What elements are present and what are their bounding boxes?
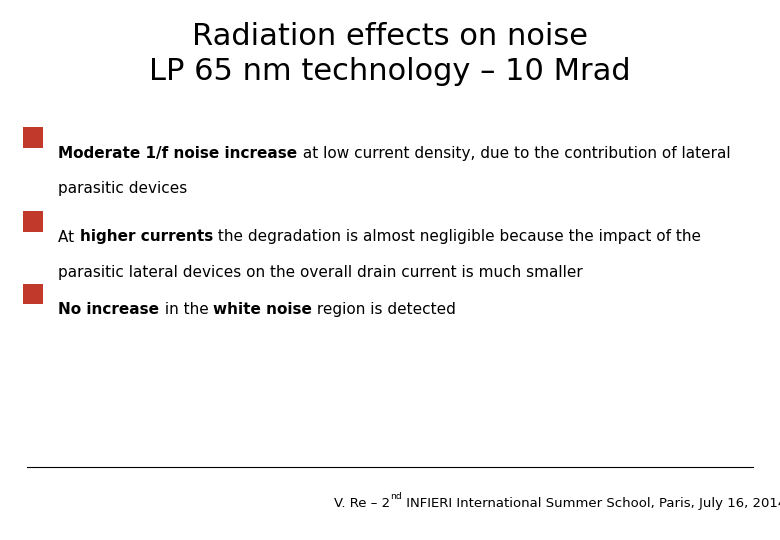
Bar bbox=[23, 284, 43, 305]
Text: higher currents: higher currents bbox=[80, 230, 213, 245]
Text: at low current density, due to the contribution of lateral: at low current density, due to the contr… bbox=[298, 146, 730, 161]
Text: Moderate 1/f noise increase: Moderate 1/f noise increase bbox=[58, 146, 298, 161]
Text: At: At bbox=[58, 230, 80, 245]
Text: Radiation effects on noise
LP 65 nm technology – 10 Mrad: Radiation effects on noise LP 65 nm tech… bbox=[149, 22, 631, 86]
Text: in the: in the bbox=[159, 302, 213, 318]
Text: the degradation is almost negligible because the impact of the: the degradation is almost negligible bec… bbox=[213, 230, 700, 245]
Bar bbox=[23, 127, 43, 148]
Text: parasitic lateral devices on the overall drain current is much smaller: parasitic lateral devices on the overall… bbox=[58, 265, 583, 280]
Text: V. Re – 2: V. Re – 2 bbox=[334, 497, 390, 510]
Text: nd: nd bbox=[390, 491, 402, 501]
Text: INFIERI International Summer School, Paris, July 16, 2014: INFIERI International Summer School, Par… bbox=[402, 497, 780, 510]
Text: region is detected: region is detected bbox=[312, 302, 456, 318]
Text: parasitic devices: parasitic devices bbox=[58, 181, 188, 196]
Bar bbox=[23, 211, 43, 232]
Text: No increase: No increase bbox=[58, 302, 159, 318]
Text: white noise: white noise bbox=[213, 302, 312, 318]
